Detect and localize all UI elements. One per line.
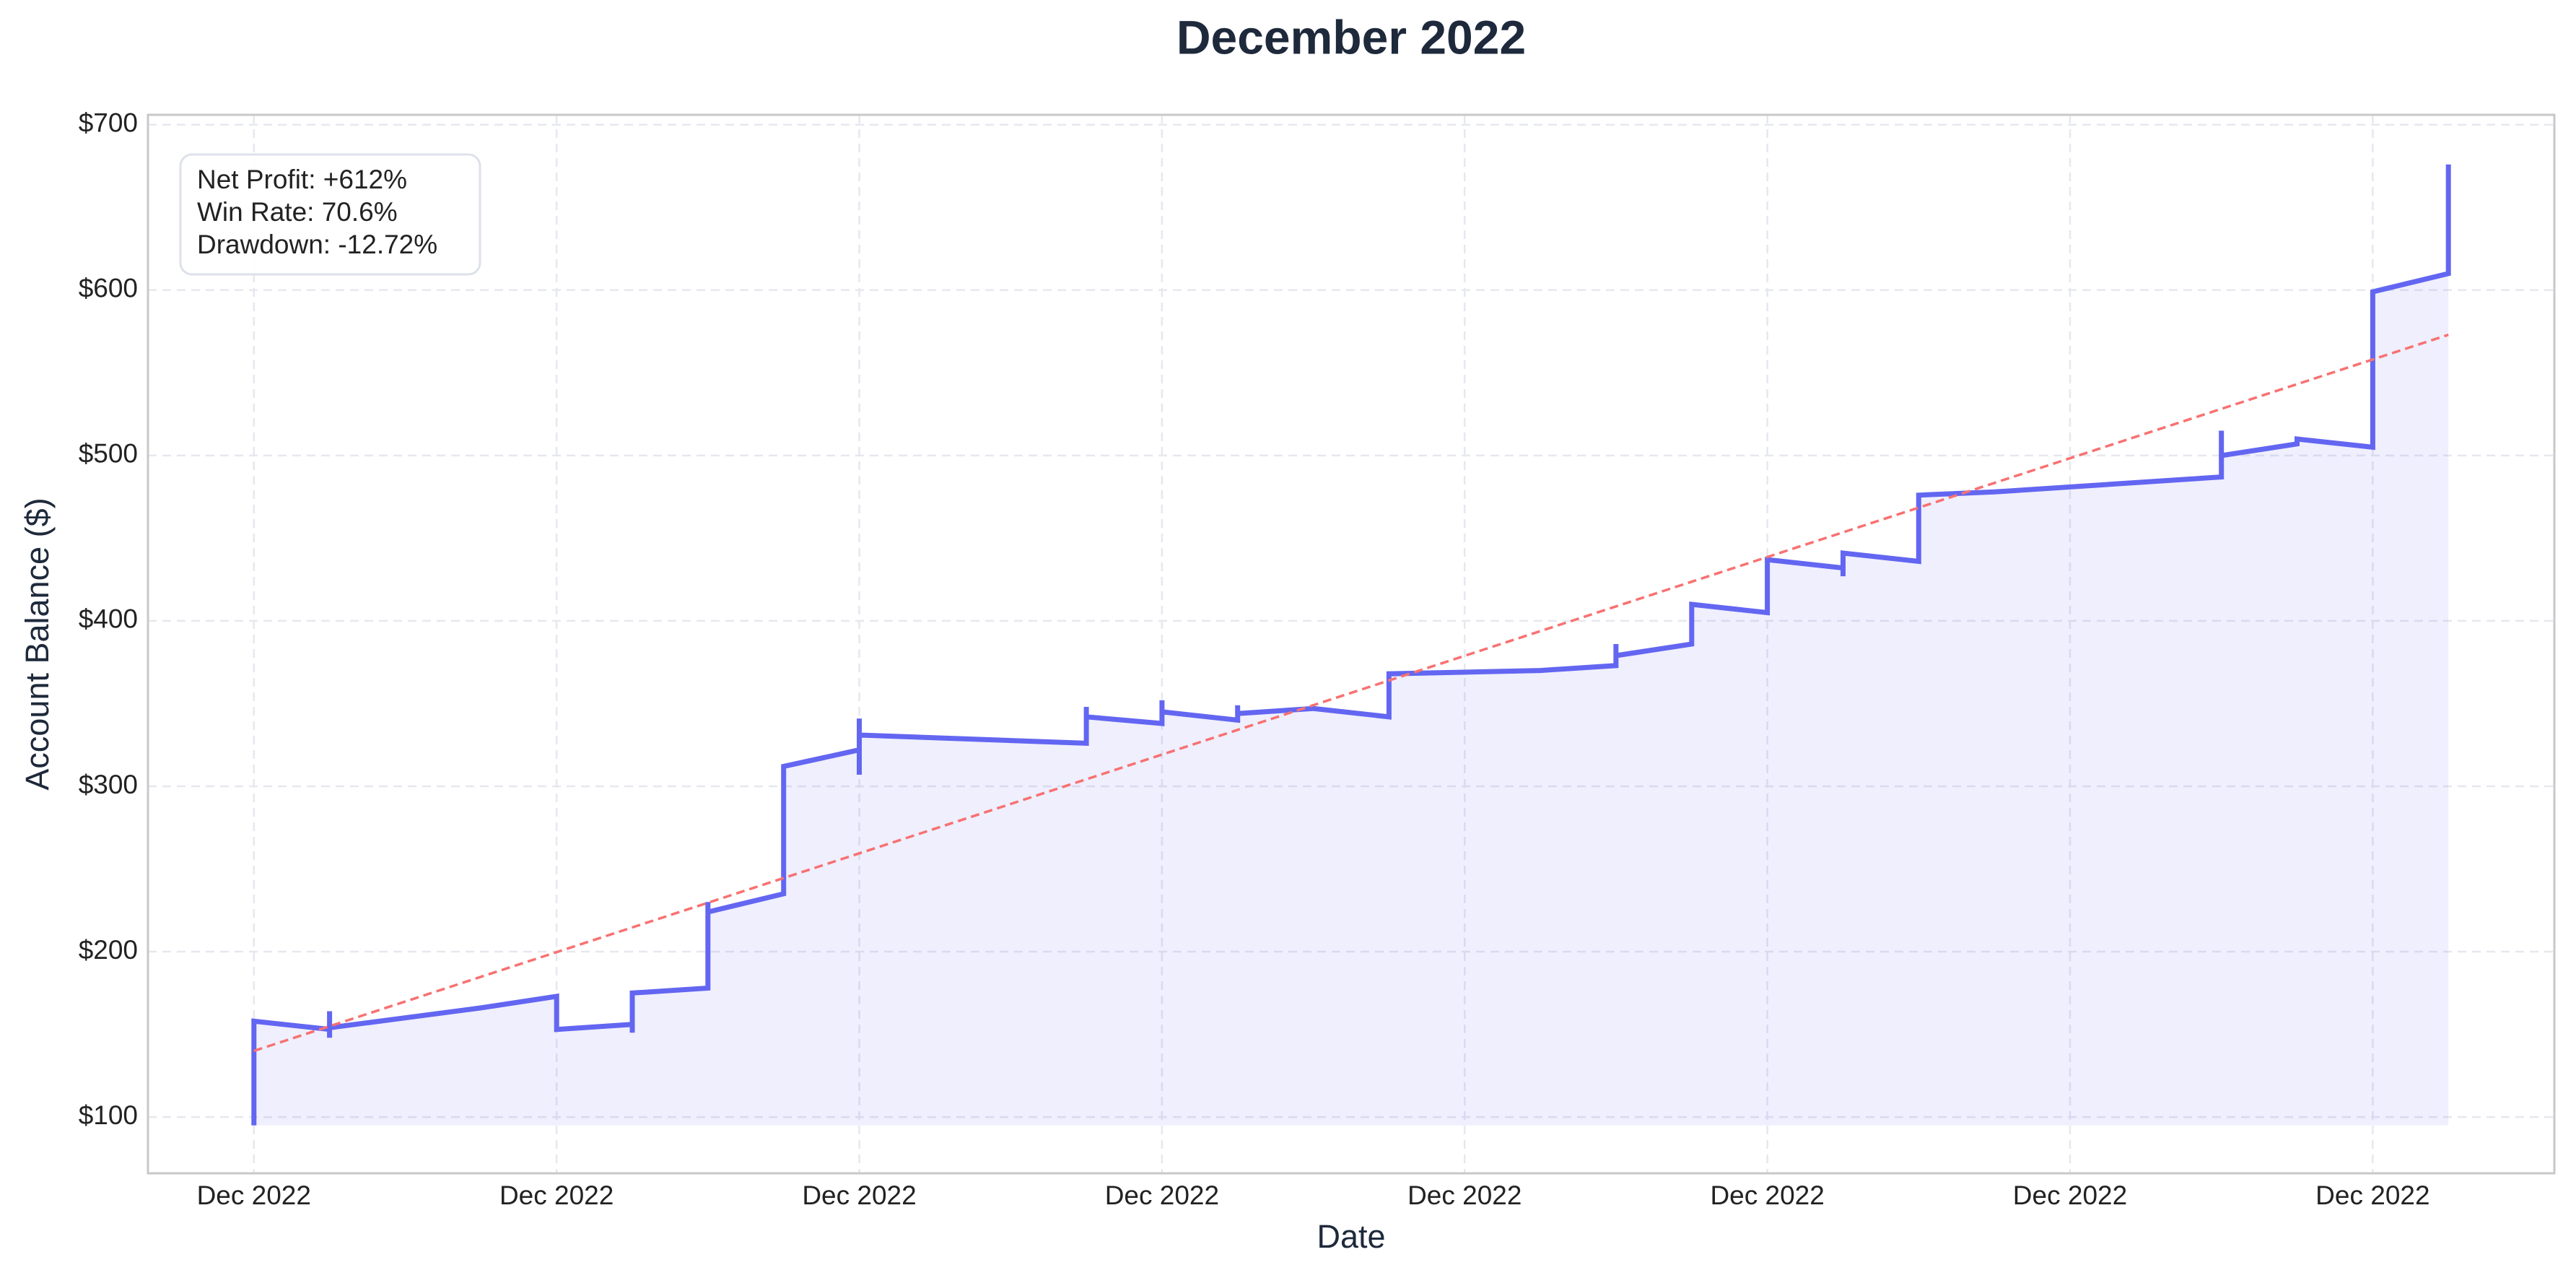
stats-box (179, 153, 481, 276)
x-tick-label: Dec 2022 (802, 1181, 916, 1210)
trend-line (253, 333, 2449, 1053)
y-tick-label: $500 (79, 439, 138, 469)
y-tick-label: $200 (79, 935, 138, 965)
plot-border (147, 113, 2556, 1175)
x-tick-label: Dec 2022 (2013, 1181, 2127, 1210)
x-tick-label: Dec 2022 (1710, 1181, 1824, 1210)
x-axis-label: Date (1317, 1218, 1385, 1255)
stats-text: Net Profit: +612% (197, 165, 407, 194)
stats-text: Win Rate: 70.6% (197, 197, 398, 227)
stats-text: Drawdown: -12.72% (197, 230, 437, 259)
area (253, 164, 2449, 1126)
line (251, 164, 2451, 1126)
y-tick-label: $400 (79, 604, 138, 634)
x-tick-label: Dec 2022 (2315, 1181, 2429, 1210)
x-tick-label: Dec 2022 (1407, 1181, 1521, 1210)
x-tick-label: Dec 2022 (197, 1181, 311, 1210)
y-tick-label: $600 (79, 274, 138, 303)
chart-title: December 2022 (1176, 10, 1526, 64)
y-tick-label: $300 (79, 770, 138, 799)
y-tick-label: $100 (79, 1100, 138, 1130)
x-tick-label: Dec 2022 (1105, 1181, 1219, 1210)
y-axis-label: Account Balance ($) (19, 497, 56, 790)
y-tick-label: $700 (79, 108, 138, 138)
x-tick-label: Dec 2022 (499, 1181, 614, 1210)
